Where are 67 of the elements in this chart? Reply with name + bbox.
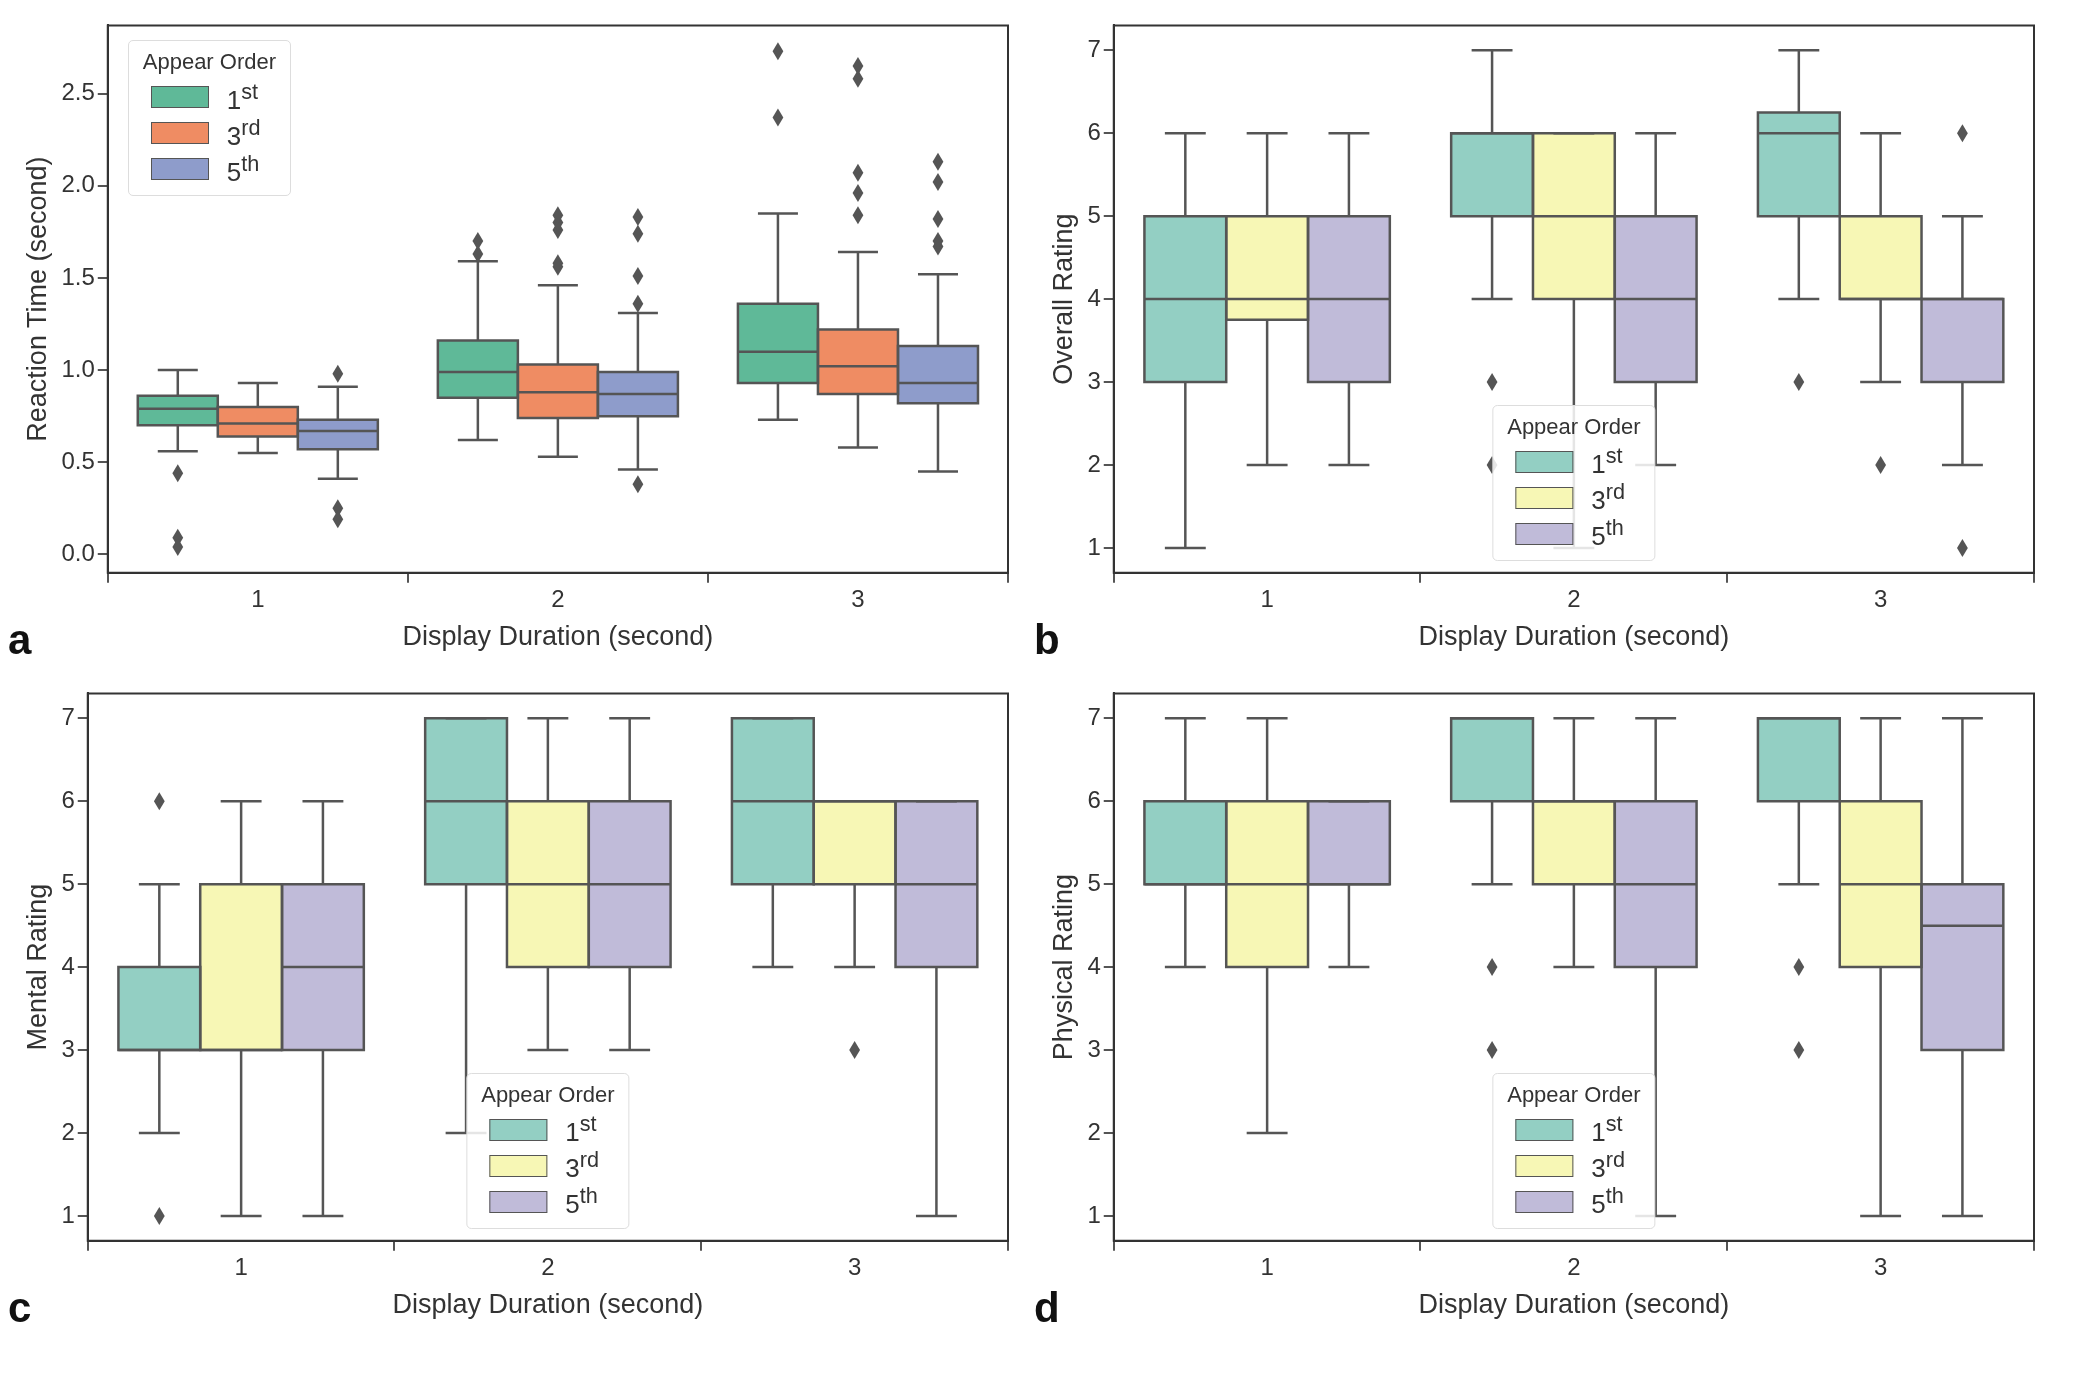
x-axis-title: Display Duration (second) (1418, 621, 1730, 652)
legend-label: 3$^{rd}$ (565, 1147, 599, 1185)
y-tick-label: 3 (1087, 366, 1101, 394)
x-tick-label: 2 (1567, 1252, 1581, 1280)
x-tick-label: 2 (541, 1252, 555, 1280)
legend-label: 3$^{rd}$ (226, 115, 261, 152)
x-axis-title: Display Duration (second) (402, 621, 714, 652)
y-tick-label: 2 (61, 1117, 75, 1145)
x-tick-label: 1 (234, 1252, 248, 1280)
y-tick-label: 1 (1087, 532, 1101, 560)
x-axis-title: Display Duration (second) (392, 1289, 704, 1320)
y-axis-title: Mental Rating (21, 883, 52, 1051)
legend-label: 5$^{th}$ (565, 1183, 598, 1221)
x-tick-label: 2 (551, 584, 565, 612)
y-tick-label: 1 (61, 1200, 75, 1228)
y-tick-label: 4 (61, 951, 75, 979)
y-tick-label: 4 (1087, 283, 1101, 311)
y-tick-label: 5 (1087, 868, 1101, 896)
text: b (1034, 616, 1060, 664)
legend-label: 5$^{th}$ (226, 151, 260, 188)
legend-label: 1$^{st}$ (565, 1111, 597, 1149)
y-tick-label: 7 (1087, 34, 1101, 62)
x-tick-label: 1 (251, 584, 265, 612)
y-tick-label: 2 (1087, 1117, 1101, 1145)
y-tick-label: 5 (1087, 200, 1101, 228)
text: d (1034, 1284, 1060, 1332)
y-axis-title: Reaction Time (second) (21, 156, 52, 442)
y-tick-label: 5 (61, 868, 75, 896)
legend-label: 3$^{rd}$ (1591, 1147, 1625, 1185)
x-axis-title: Display Duration (second) (1418, 1289, 1730, 1320)
x-tick-label: 3 (1873, 1252, 1888, 1280)
y-tick-label: 3 (1087, 1034, 1101, 1062)
x-tick-label: 3 (1873, 584, 1888, 612)
x-tick-label: 1 (1260, 1252, 1274, 1280)
y-tick-label: 4 (1087, 951, 1101, 979)
y-tick-label: 7 (61, 702, 75, 730)
y-tick-label: 2 (1087, 449, 1101, 477)
legend-label: 5$^{th}$ (1591, 1183, 1624, 1221)
legend-title: Appear Order (1507, 1081, 1641, 1108)
legend-label: 5$^{th}$ (1591, 515, 1624, 553)
y-tick-label: 2.5 (61, 78, 95, 106)
y-tick-label: 1.0 (61, 354, 95, 382)
y-tick-label: 6 (61, 785, 75, 813)
text: a (8, 616, 32, 664)
legend-title: Appear Order (481, 1081, 615, 1108)
y-axis-title: Overall Rating (1047, 213, 1078, 385)
y-tick-label: 1.5 (61, 262, 95, 290)
x-tick-label: 2 (1567, 584, 1581, 612)
y-tick-label: 1 (1087, 1200, 1101, 1228)
legend-label: 1$^{st}$ (1591, 443, 1623, 481)
y-tick-label: 6 (1087, 785, 1101, 813)
y-tick-label: 2.0 (61, 170, 95, 198)
x-tick-label: 1 (1260, 584, 1274, 612)
legend-label: 1$^{st}$ (226, 79, 259, 116)
text: c (8, 1284, 32, 1332)
legend-title: Appear Order (142, 49, 277, 76)
x-tick-label: 3 (851, 584, 865, 612)
y-tick-label: 6 (1087, 117, 1101, 145)
y-tick-label: 7 (1087, 702, 1101, 730)
y-tick-label: 0.0 (61, 538, 95, 566)
y-axis-title: Physical Rating (1047, 874, 1078, 1061)
legend-title: Appear Order (1507, 413, 1641, 440)
y-tick-label: 0.5 (61, 446, 95, 474)
legend-label: 1$^{st}$ (1591, 1111, 1623, 1149)
y-tick-label: 3 (61, 1034, 75, 1062)
x-tick-label: 3 (847, 1252, 862, 1280)
legend-label: 3$^{rd}$ (1591, 479, 1625, 517)
